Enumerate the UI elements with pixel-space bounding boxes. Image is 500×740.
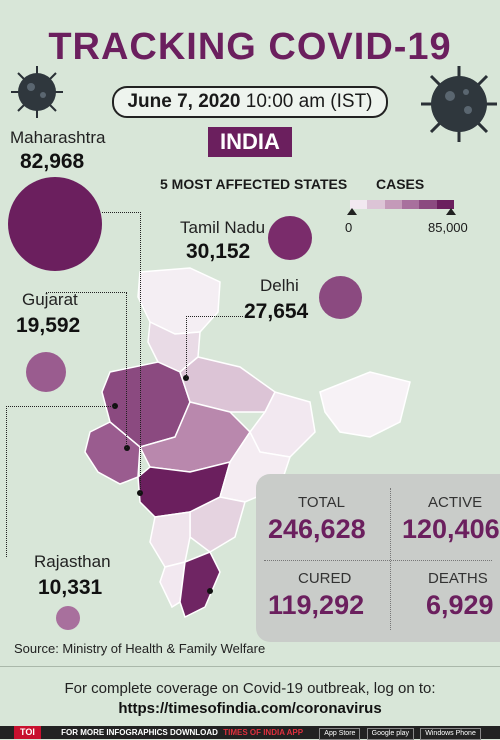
- state-name-tamil-nadu: Tamil Nadu: [180, 218, 266, 237]
- toi-logo: TOI: [14, 726, 41, 739]
- footer-divider: [0, 666, 500, 667]
- region-karnataka: [149, 511, 191, 568]
- bubble-rajasthan: [56, 606, 80, 630]
- legend-min-marker: [347, 208, 357, 215]
- bubble-maharashtra: [8, 177, 102, 271]
- bottom-bar: TOI FOR MORE INFOGRAPHICS DOWNLOAD TIMES…: [0, 726, 500, 740]
- leader-rajasthan: [6, 406, 115, 557]
- marker-maharashtra: [137, 490, 143, 496]
- legend-title: CASES: [376, 176, 425, 192]
- marker-rajasthan: [112, 403, 118, 409]
- state-name-delhi: Delhi: [260, 276, 299, 295]
- state-cases-gujarat: 19,592: [16, 314, 81, 337]
- total-label: TOTAL: [298, 494, 345, 511]
- footer-link[interactable]: https://timesofindia.com/coronavirus: [118, 700, 382, 717]
- bottom-bar-text: FOR MORE INFOGRAPHICS DOWNLOAD: [61, 728, 218, 737]
- page-title: TRACKING COVID-19: [48, 26, 452, 68]
- bubble-gujarat: [26, 352, 66, 392]
- footer-text: For complete coverage on Covid-19 outbre…: [64, 680, 436, 697]
- badge-windows-phone[interactable]: Windows Phone: [420, 728, 481, 740]
- legend-min: 0: [345, 220, 353, 235]
- stats-divider-h: [264, 560, 492, 561]
- state-cases-delhi: 27,654: [244, 300, 309, 323]
- badge-google-play[interactable]: Google play: [366, 728, 415, 740]
- bubble-tamil-nadu: [268, 216, 312, 260]
- legend-scale: [350, 200, 454, 209]
- subtitle: 5 MOST AFFECTED STATES: [160, 176, 348, 192]
- leader-delhi: [186, 316, 243, 379]
- legend-max: 85,000: [428, 220, 468, 235]
- leader-maharashtra: [102, 212, 141, 493]
- bubble-delhi: [319, 276, 362, 319]
- virus-icon-right: [421, 66, 497, 142]
- cured-label: CURED: [298, 570, 352, 587]
- state-cases-maharashtra: 82,968: [20, 150, 85, 173]
- marker-tamil-nadu: [207, 588, 213, 594]
- date-text: June 7, 2020: [127, 91, 241, 112]
- bottom-bar-app: TIMES OF INDIA APP: [223, 728, 304, 737]
- time-text: 10:00 am (IST): [245, 91, 373, 112]
- state-name-rajasthan: Rajasthan: [34, 552, 111, 571]
- region-northeast: [319, 371, 411, 438]
- region-tamil-nadu: [179, 551, 221, 619]
- state-name-maharashtra: Maharashtra: [10, 128, 106, 147]
- date-badge: June 7, 2020 10:00 am (IST): [112, 86, 388, 118]
- india-map: [84, 267, 411, 619]
- leader-tamil-nadu: [218, 280, 270, 290]
- total-value: 246,628: [268, 514, 366, 544]
- legend-max-marker: [446, 208, 456, 215]
- leader-gujarat: [46, 292, 127, 448]
- state-name-gujarat: Gujarat: [22, 290, 78, 309]
- deaths-value: 6,929: [426, 590, 494, 620]
- state-cases-rajasthan: 10,331: [38, 576, 103, 599]
- virus-icon-left: [11, 66, 63, 118]
- active-value: 120,406: [402, 514, 500, 544]
- badge-app-store[interactable]: App Store: [319, 728, 361, 740]
- cured-value: 119,292: [268, 590, 365, 620]
- active-label: ACTIVE: [428, 494, 483, 511]
- marker-gujarat: [124, 445, 130, 451]
- source-note: Source: Ministry of Health & Family Welf…: [14, 641, 266, 656]
- state-cases-tamil-nadu: 30,152: [186, 240, 251, 263]
- stats-divider-v: [390, 488, 391, 630]
- deaths-label: DEATHS: [428, 570, 488, 587]
- region-kerala: [159, 561, 186, 609]
- country-label: INDIA: [208, 127, 292, 157]
- stats-panel: TOTAL 246,628 ACTIVE 120,406 CURED 119,2…: [256, 474, 500, 642]
